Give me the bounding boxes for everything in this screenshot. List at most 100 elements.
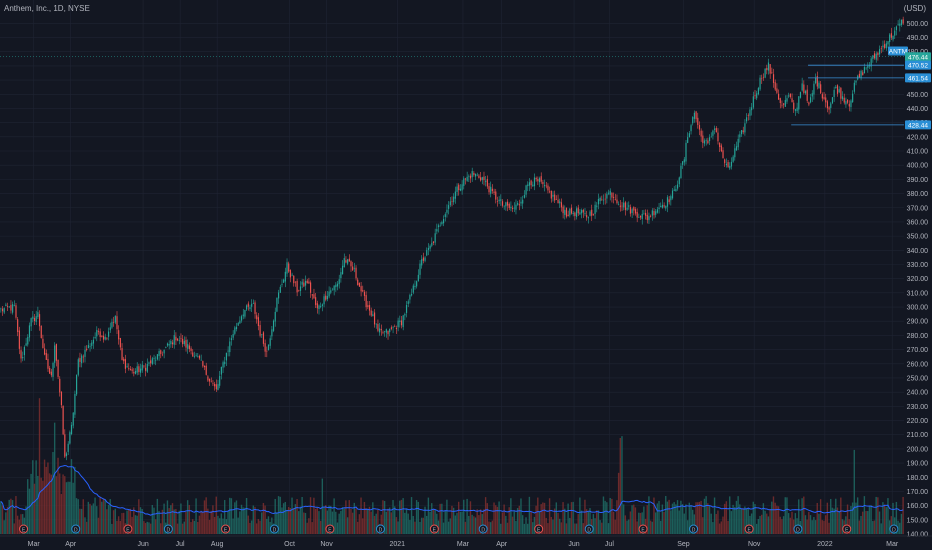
event-marker[interactable]: E: [638, 524, 648, 534]
volume-bar: [831, 507, 834, 534]
volume-bar: [766, 513, 768, 534]
candle-body: [259, 325, 261, 336]
volume-bar: [335, 511, 337, 534]
candle-body: [781, 104, 783, 106]
y-tick-label: 230.00: [907, 404, 929, 411]
volume-bar: [422, 517, 425, 534]
event-marker[interactable]: E: [842, 524, 852, 534]
volume-bars: [0, 398, 904, 534]
volume-bar: [781, 519, 783, 534]
volume-bar: [291, 497, 293, 534]
candle-body: [74, 393, 76, 415]
volume-bar: [409, 520, 411, 534]
volume-bar: [229, 497, 231, 534]
candle-body: [224, 361, 226, 365]
event-marker[interactable]: E: [221, 524, 231, 534]
price-axis[interactable]: 500.00490.00480.00470.00460.00450.00440.…: [907, 21, 929, 539]
volume-bar: [424, 506, 426, 534]
event-marker[interactable]: D: [793, 524, 803, 534]
candle-body: [572, 212, 574, 215]
candle-body: [187, 344, 189, 349]
candle-body: [345, 260, 347, 263]
volume-bar: [92, 503, 95, 534]
candle-body: [60, 391, 63, 406]
candle-body: [99, 331, 101, 337]
volume-bar: [875, 496, 877, 534]
event-marker[interactable]: E: [19, 524, 29, 534]
event-marker[interactable]: E: [534, 524, 544, 534]
candle-body: [407, 301, 409, 304]
candle-body: [160, 350, 162, 354]
candle-body: [114, 315, 116, 323]
candle-body: [496, 201, 499, 202]
candle-body: [702, 135, 704, 143]
volume-bar: [557, 512, 559, 534]
candle-body: [18, 330, 20, 349]
volume-bar: [495, 505, 497, 534]
candle-body: [860, 70, 862, 79]
candle-body: [656, 209, 658, 213]
candle-body: [491, 188, 493, 192]
event-marker[interactable]: D: [584, 524, 594, 534]
event-marker[interactable]: D: [163, 524, 173, 534]
candle-body: [28, 325, 31, 338]
volume-bar: [552, 519, 554, 534]
event-marker[interactable]: D: [269, 524, 279, 534]
event-marker[interactable]: D: [889, 524, 899, 534]
candle-body: [308, 281, 310, 284]
volume-bar: [702, 517, 704, 534]
volume-bar: [183, 521, 185, 534]
volume-bar: [301, 496, 303, 534]
volume-bar: [488, 521, 490, 534]
event-marker[interactable]: E: [429, 524, 439, 534]
candle-body: [20, 350, 22, 359]
candle-body: [316, 303, 318, 309]
volume-bar: [298, 511, 300, 534]
candle-body: [283, 279, 285, 283]
volume-bar: [789, 517, 792, 534]
volume-bar: [15, 496, 17, 534]
volume-bar: [836, 507, 839, 534]
event-marker[interactable]: E: [123, 524, 133, 534]
price-label-bg: [905, 52, 931, 62]
candle-body: [772, 74, 775, 83]
candle-body: [70, 424, 73, 435]
event-marker-circle: [584, 524, 594, 534]
candle-body: [357, 279, 359, 285]
candle-body: [809, 97, 812, 103]
volume-bar: [821, 520, 823, 534]
event-marker[interactable]: D: [71, 524, 81, 534]
candle-body: [251, 303, 253, 307]
candle-body: [252, 303, 254, 304]
event-marker-circle: [325, 524, 335, 534]
time-axis[interactable]: Mar Apr Jun Jul Aug Oct Nov 2021 Mar Apr Jun Jul Sep…: [0, 535, 932, 548]
candle-body: [631, 209, 633, 213]
candle-body: [27, 336, 29, 345]
candle-body: [212, 383, 214, 385]
candle-body: [87, 345, 89, 349]
volume-bar: [75, 498, 78, 534]
event-marker[interactable]: E: [325, 524, 335, 534]
volume-bar: [436, 513, 438, 534]
event-marker[interactable]: D: [478, 524, 488, 534]
candle-body: [648, 216, 650, 221]
volume-bar: [215, 496, 217, 534]
candle-body: [57, 359, 59, 377]
candle-body: [82, 356, 84, 358]
volume-bar: [710, 513, 712, 534]
volume-bar: [331, 511, 334, 534]
candle-body: [744, 123, 746, 133]
event-marker[interactable]: D: [375, 524, 385, 534]
candle-body: [434, 233, 436, 243]
candle-body: [767, 62, 770, 71]
candle-body: [205, 365, 207, 375]
volume-bar: [314, 508, 317, 534]
y-tick-label: 350.00: [907, 234, 929, 241]
x-tick-label: Jul: [605, 541, 614, 548]
candle-body: [865, 67, 867, 69]
event-marker[interactable]: E: [744, 524, 754, 534]
event-marker[interactable]: D: [689, 524, 699, 534]
candle-body: [400, 320, 403, 326]
